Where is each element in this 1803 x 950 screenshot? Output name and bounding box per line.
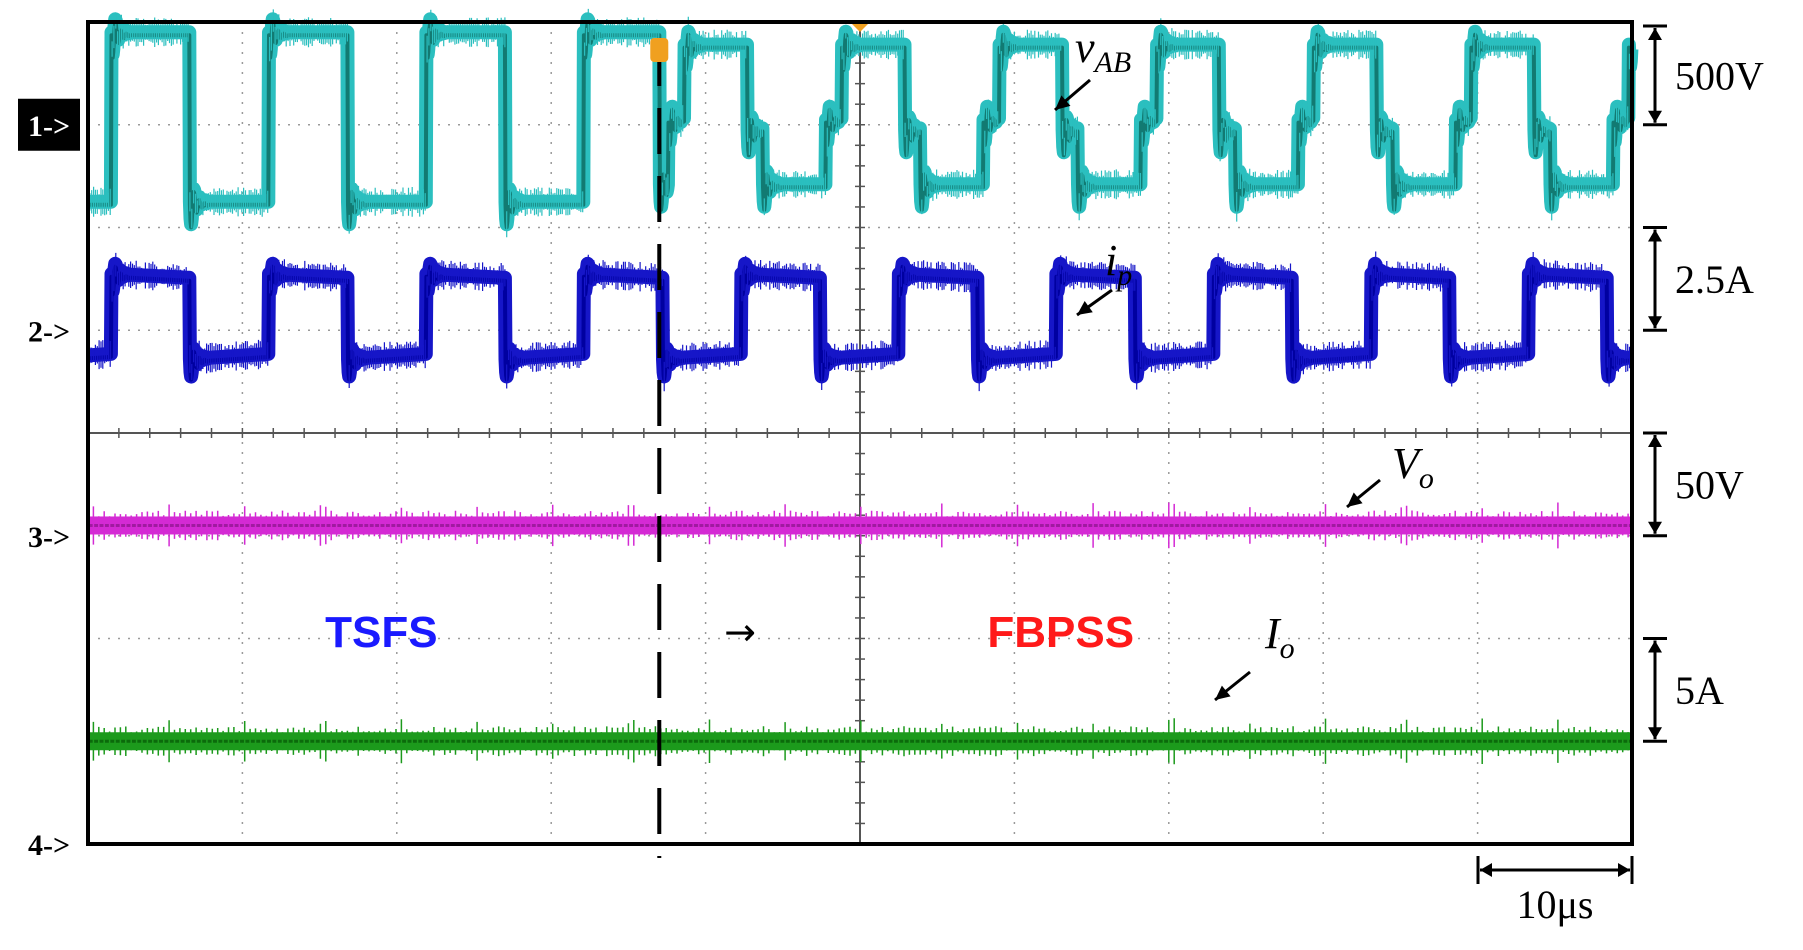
signal-pointer-arrowhead <box>1347 492 1363 507</box>
trigger-position-marker <box>650 38 669 62</box>
signal-label-main: i <box>1105 236 1117 285</box>
signal-pointer-arrowhead <box>1055 95 1071 110</box>
channel-marker-2: 2-> <box>28 315 70 348</box>
signal-label-vAB: vAB <box>1075 23 1131 79</box>
channel-marker-1: 1-> <box>28 110 70 143</box>
transition-arrow: → <box>724 610 756 654</box>
scale-arrow-up <box>1648 435 1662 447</box>
channel-marker-bg-1 <box>18 98 80 151</box>
scale-arrow-up <box>1648 229 1662 242</box>
scale-indicators: 500V 2.5A 50V 5A 10μs <box>1476 24 1764 927</box>
time-scale-arrow-right <box>1618 863 1630 877</box>
signal-label-subscript: AB <box>1093 46 1132 79</box>
trace-channel-4 <box>87 718 1632 765</box>
scale-label-channel-3: 50V <box>1675 462 1744 507</box>
signal-label-Vo: Vo <box>1392 439 1434 495</box>
center-trigger-marker <box>850 22 870 32</box>
signal-label-subscript: p <box>1115 259 1132 292</box>
scale-arrow-down <box>1648 727 1662 740</box>
channel-marker-4: 4-> <box>28 829 70 862</box>
signal-pointer-arrowhead <box>1077 300 1093 315</box>
signal-label-ip: ip <box>1105 236 1132 292</box>
graticule <box>87 21 1633 845</box>
plot-frame <box>86 20 1634 846</box>
scale-label-channel-2: 2.5A <box>1675 257 1754 302</box>
signal-label-main: I <box>1264 609 1282 658</box>
scale-arrow-up <box>1648 640 1662 653</box>
signal-label-Io: Io <box>1264 609 1295 665</box>
waveform-traces <box>81 8 1639 765</box>
signal-label-main: v <box>1075 23 1095 72</box>
mode-label-fbpss: FBPSS <box>987 608 1134 657</box>
time-scale-label: 10μs <box>1516 882 1593 927</box>
trace-channel-1 <box>81 8 1639 238</box>
scale-label-channel-1: 500V <box>1675 53 1764 98</box>
scale-arrow-down <box>1648 110 1662 123</box>
signal-label-subscript: o <box>1419 462 1434 495</box>
scale-arrow-up <box>1648 28 1662 40</box>
mode-label-tsfs: TSFS <box>325 608 437 657</box>
signal-label-main: V <box>1392 439 1424 488</box>
scale-arrow-down <box>1648 316 1662 329</box>
trace-channel-2 <box>81 251 1638 392</box>
signal-pointer-arrowhead <box>1215 685 1231 700</box>
time-scale-arrow-left <box>1480 863 1492 877</box>
signal-label-subscript: o <box>1280 632 1295 665</box>
channel-marker-3: 3-> <box>28 521 70 554</box>
scale-arrow-down <box>1648 521 1662 534</box>
channel-markers: 1-> 2-> 3-> 4-> <box>18 98 80 862</box>
scale-label-channel-4: 5A <box>1675 668 1724 713</box>
